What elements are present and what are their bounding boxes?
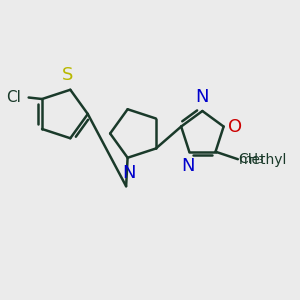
Text: CH₃: CH₃	[239, 152, 265, 166]
Text: S: S	[62, 66, 74, 84]
Text: N: N	[196, 88, 209, 106]
Text: methyl: methyl	[239, 153, 287, 167]
Text: N: N	[181, 157, 194, 175]
Text: N: N	[122, 164, 136, 182]
Text: Cl: Cl	[6, 90, 21, 105]
Text: O: O	[228, 118, 242, 136]
